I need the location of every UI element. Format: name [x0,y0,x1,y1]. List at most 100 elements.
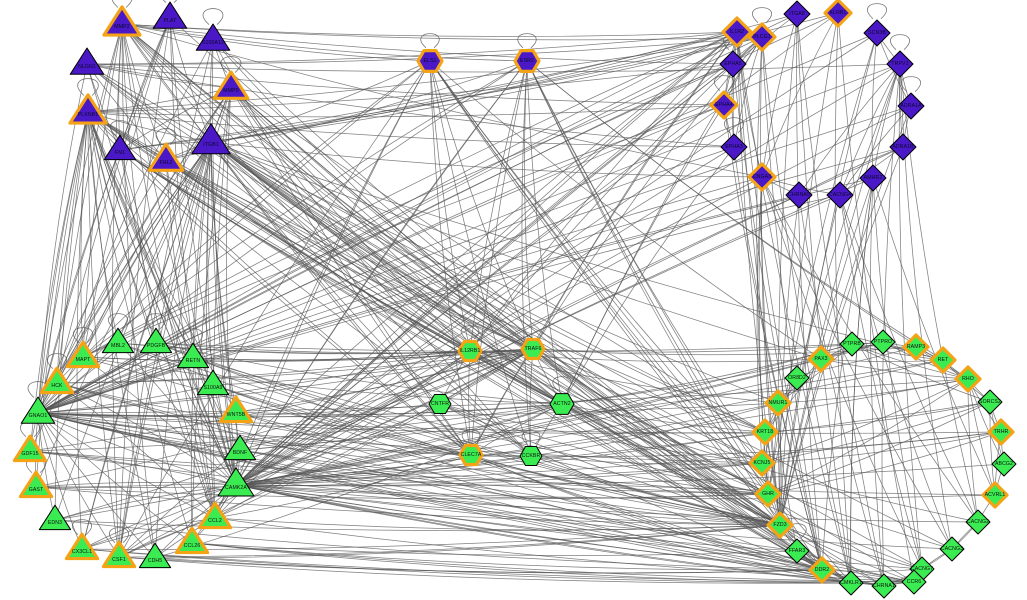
graph-node-triangle[interactable] [176,342,210,369]
graph-node-triangle[interactable] [101,540,137,569]
graph-node-diamond[interactable] [889,133,917,161]
graph-node-diamond[interactable] [870,329,896,355]
graph-node-diamond[interactable] [901,569,927,595]
graph-node-triangle[interactable] [196,369,230,396]
graph-node-diamond[interactable] [977,389,1003,415]
graph-node-triangle[interactable] [18,470,54,499]
graph-node-hexagon[interactable] [520,337,546,361]
graph-node-diamond[interactable] [766,511,794,539]
graph-node-triangle[interactable] [174,526,210,555]
graph-node-diamond[interactable] [929,346,957,374]
graph-edge [561,104,725,405]
graph-node-diamond[interactable] [897,92,925,120]
graph-node-diamond[interactable] [747,22,777,52]
graph-node-triangle[interactable] [217,467,255,497]
graph-edge [235,31,738,486]
graph-node-diamond[interactable] [754,480,782,508]
graph-edge [155,141,212,344]
graph-node-hexagon[interactable] [428,393,452,415]
graph-node-diamond[interactable] [871,573,897,599]
graph-node-triangle[interactable] [68,93,108,125]
graph-node-triangle[interactable] [69,47,105,75]
graph-node-diamond[interactable] [965,509,991,535]
graph-node-hexagon[interactable] [519,445,543,467]
graph-node-diamond[interactable] [939,536,965,562]
graph-node-triangle[interactable] [101,327,135,354]
graph-edge [37,194,800,414]
graph-edge [429,60,472,456]
graph-node-triangle[interactable] [197,501,233,530]
graph-node-diamond[interactable] [719,50,747,78]
graph-edge [881,63,901,587]
graph-edge [869,177,885,587]
graph-edge [210,141,763,464]
graph-node-diamond[interactable] [785,181,813,209]
graph-edge [121,23,823,571]
graph-node-triangle[interactable] [223,434,257,461]
graph-node-diamond[interactable] [748,449,776,477]
graph-node-hexagon[interactable] [416,49,444,73]
graph-node-diamond[interactable] [981,481,1009,509]
graph-node-triangle[interactable] [39,366,75,395]
graph-node-triangle[interactable] [20,396,56,424]
graph-node-hexagon[interactable] [457,339,483,363]
graph-node-hexagon[interactable] [513,49,541,73]
graph-node-diamond[interactable] [886,50,914,78]
graph-edge [779,524,923,570]
graph-node-diamond[interactable] [823,0,853,28]
graph-edge [526,60,769,495]
graph-edge [526,60,563,405]
graph-node-triangle[interactable] [64,532,100,561]
graph-node-diamond[interactable] [709,90,739,120]
graph-node-diamond[interactable] [720,133,748,161]
graph-node-diamond[interactable] [863,19,891,47]
graph-self-loop-edge [72,519,92,535]
graph-edge [165,159,823,571]
graph-node-diamond[interactable] [954,365,982,393]
graph-node-diamond[interactable] [987,418,1015,446]
graph-node-triangle[interactable] [102,5,142,37]
graph-node-triangle[interactable] [38,504,72,531]
graph-edge [439,403,769,495]
graph-node-triangle[interactable] [12,434,48,463]
graph-edge [118,350,471,558]
graph-node-diamond[interactable] [838,570,864,596]
graph-node-diamond[interactable] [807,345,835,373]
graph-self-loop-edge [109,527,129,543]
graph-node-triangle[interactable] [139,327,173,354]
graph-node-diamond[interactable] [721,16,753,48]
graph-node-diamond[interactable] [808,556,836,584]
graph-edge [121,23,216,519]
graph-node-diamond[interactable] [751,418,779,446]
graph-node-diamond[interactable] [826,181,854,209]
graph-node-hexagon[interactable] [458,443,484,467]
graph-node-diamond[interactable] [902,333,930,361]
graph-node-triangle[interactable] [212,70,250,100]
graph-node-triangle[interactable] [138,542,172,569]
graph-node-diamond[interactable] [764,389,792,417]
graph-node-triangle[interactable] [65,340,101,369]
graph-node-hexagon[interactable] [549,393,575,415]
graph-node-diamond[interactable] [784,365,810,391]
graph-node-triangle[interactable] [147,142,185,172]
graph-node-triangle[interactable] [218,395,254,424]
graph-node-diamond[interactable] [839,331,865,357]
graph-self-loop-edge [552,376,572,392]
graph-node-triangle[interactable] [103,134,137,161]
graph-node-triangle[interactable] [195,23,231,51]
graph-node-diamond[interactable] [859,164,887,192]
graph-node-triangle[interactable] [191,123,231,155]
graph-edge [239,449,781,526]
graph-node-diamond[interactable] [784,538,810,564]
graph-node-diamond[interactable] [991,451,1017,477]
graph-node-diamond[interactable] [747,162,777,192]
graph-edge [118,348,534,558]
graph-edge [29,141,212,452]
graph-node-triangle[interactable] [152,1,188,29]
graph-edge [37,105,912,414]
graph-node-diamond[interactable] [783,0,811,28]
graph-edge [767,431,1002,495]
graph-edge [532,348,769,495]
